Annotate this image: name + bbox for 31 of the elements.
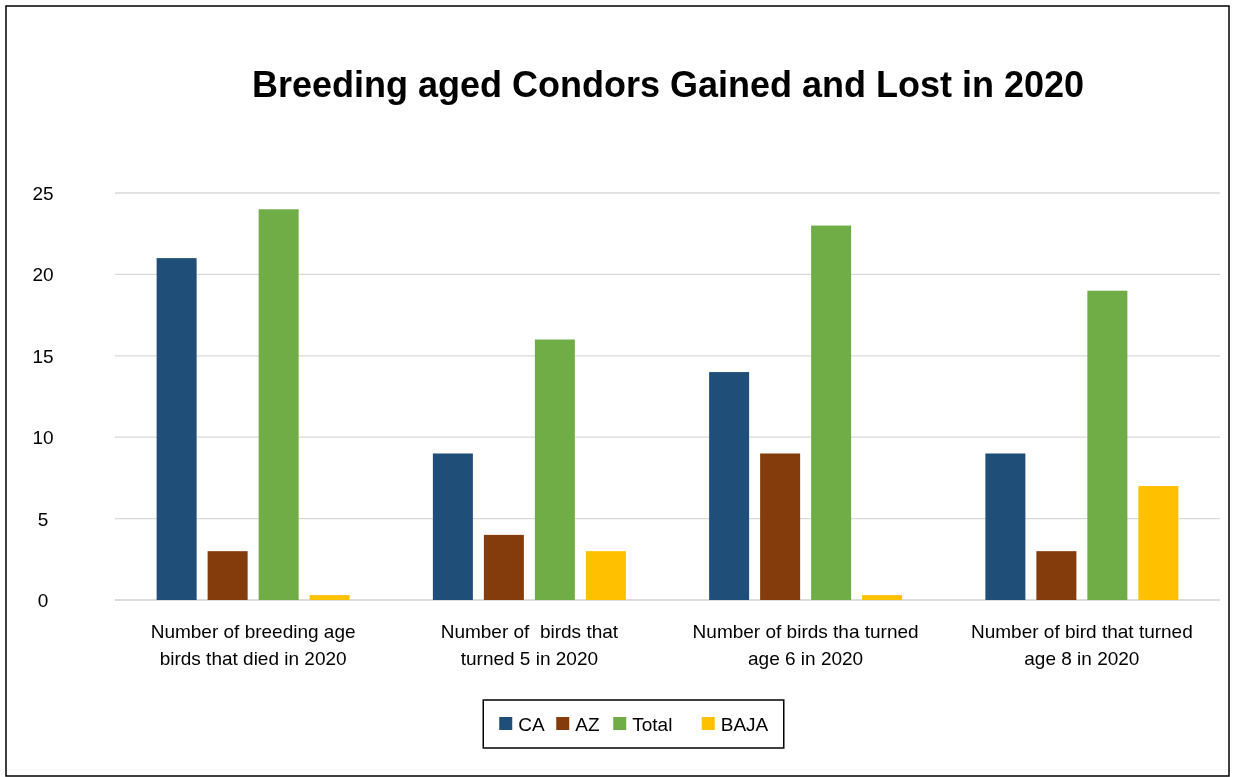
bar <box>258 209 299 600</box>
bar <box>156 258 197 600</box>
bar <box>760 453 801 600</box>
bar <box>1138 486 1179 600</box>
bar <box>585 551 626 600</box>
x-tick-label: Number of birds tha turned age 6 in 2020 <box>692 621 919 669</box>
x-tick-label: Number of bird that turned age 8 in 2020 <box>970 621 1193 669</box>
bar <box>207 551 248 600</box>
bar <box>1087 290 1128 600</box>
y-tick-label: 15 <box>32 345 54 367</box>
legend-label: AZ <box>575 714 600 735</box>
y-tick-label: 25 <box>32 183 54 204</box>
x-tick-label: Number of breeding age birds that died in 2020 <box>150 621 356 669</box>
chart-title: Breeding aged Condors Gained and Lost in 2020 <box>251 64 1085 105</box>
bar <box>985 453 1026 600</box>
y-tick-label: 10 <box>32 427 54 449</box>
bar <box>709 372 750 600</box>
bar <box>1036 551 1077 600</box>
bar <box>534 339 575 600</box>
bar <box>862 595 903 600</box>
bar <box>483 534 524 600</box>
y-tick-label: 20 <box>32 264 54 286</box>
legend-label: BAJA <box>720 714 769 735</box>
y-tick-label: 0 <box>37 590 49 611</box>
y-tick-label: 5 <box>37 508 49 530</box>
legend-label: Total <box>632 714 673 735</box>
bar <box>309 595 350 600</box>
bar <box>432 453 473 600</box>
bar <box>811 225 852 600</box>
legend-label: CA <box>518 714 545 735</box>
x-tick-label: Number of birds that turned 5 in 2020 <box>440 621 619 669</box>
